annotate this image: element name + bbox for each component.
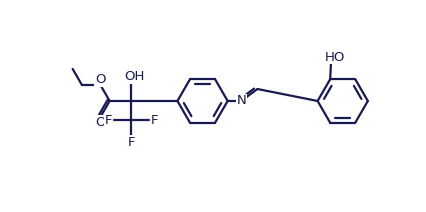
Text: O: O bbox=[95, 73, 106, 86]
Text: F: F bbox=[128, 136, 135, 149]
Text: HO: HO bbox=[325, 50, 345, 64]
Text: F: F bbox=[151, 114, 158, 127]
Text: OH: OH bbox=[124, 70, 144, 83]
Text: N: N bbox=[236, 95, 246, 107]
Text: F: F bbox=[104, 114, 112, 127]
Text: O: O bbox=[95, 116, 106, 129]
